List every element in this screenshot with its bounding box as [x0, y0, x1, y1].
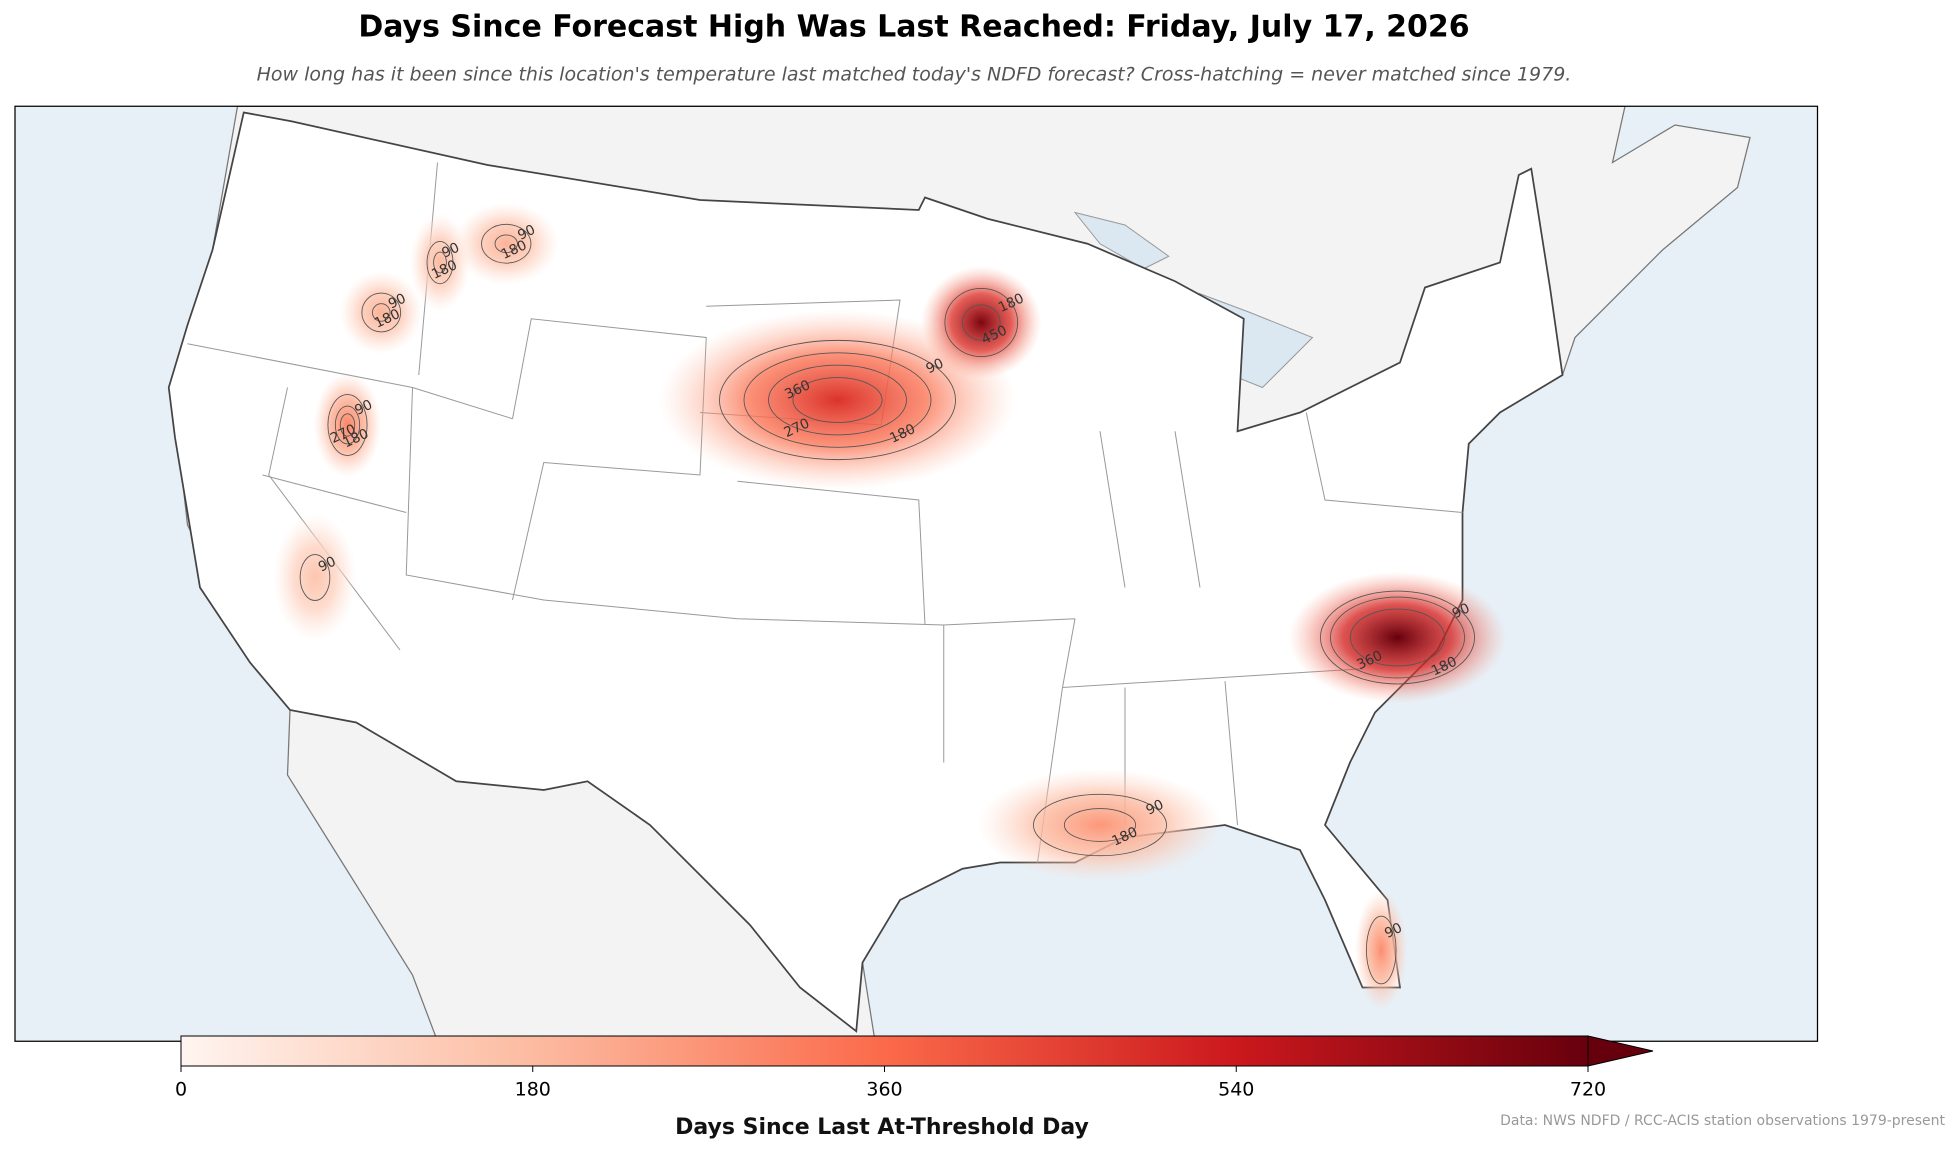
contour — [327, 394, 368, 456]
subtitle: How long has it been since this location… — [257, 64, 1572, 86]
colorbar-tick-label: 180 — [515, 1079, 551, 1101]
colorbar-extend — [1587, 1035, 1654, 1067]
contour — [299, 554, 331, 601]
contour — [961, 304, 1001, 341]
contour-label: 90 — [515, 222, 538, 244]
hotspot — [410, 213, 470, 312]
contour-label: 90 — [386, 291, 409, 313]
colorbar-ramp — [180, 1035, 1589, 1067]
contour — [426, 240, 454, 285]
contour — [1320, 590, 1475, 685]
source-note: Data: NWS NDFD / RCC-ACIS station observ… — [1500, 1113, 1945, 1129]
colorbar-tick-label: 540 — [1218, 1079, 1254, 1101]
contour — [1329, 596, 1465, 679]
hotspot — [921, 266, 1042, 379]
hotspot — [453, 202, 559, 285]
map: 9018027036018045090180360901809018027090… — [14, 105, 1819, 1042]
contour-label: 90 — [352, 397, 375, 419]
hotspot — [978, 768, 1222, 882]
contour-label: 90 — [1382, 920, 1405, 942]
colorbar-tick-label: 720 — [1570, 1079, 1606, 1101]
hotspot — [1288, 571, 1507, 704]
colorbar-label: Days Since Last At-Threshold Day — [675, 1115, 1089, 1140]
contour — [743, 352, 932, 448]
hotspot — [340, 271, 423, 354]
contour-label: 90 — [316, 554, 339, 576]
contour — [1366, 915, 1397, 985]
title: Days Since Forecast High Was Last Reache… — [358, 10, 1469, 45]
colorbar-tick-label: 0 — [175, 1079, 187, 1101]
hotspot — [313, 372, 382, 478]
hotspot — [273, 513, 357, 642]
contour — [334, 405, 361, 445]
hotspot — [659, 310, 1016, 490]
contour — [719, 339, 956, 461]
contour — [361, 292, 402, 333]
contour — [1063, 808, 1137, 842]
contour — [1033, 793, 1167, 857]
colorbar-tick-label: 360 — [866, 1079, 902, 1101]
contour — [481, 223, 532, 264]
colorbar: 0 180 360 540 720 — [175, 1035, 1654, 1101]
contour — [372, 303, 391, 322]
contour — [339, 413, 356, 437]
contour — [944, 287, 1019, 358]
contour — [1349, 608, 1446, 667]
contour — [433, 251, 447, 274]
hotspots: 9018027036018045090180360901809018027090… — [273, 202, 1507, 1010]
hotspot — [1355, 890, 1408, 1010]
contour — [768, 364, 907, 436]
contour — [792, 377, 883, 423]
contour-label: 90 — [1144, 797, 1167, 819]
contour — [494, 234, 518, 253]
